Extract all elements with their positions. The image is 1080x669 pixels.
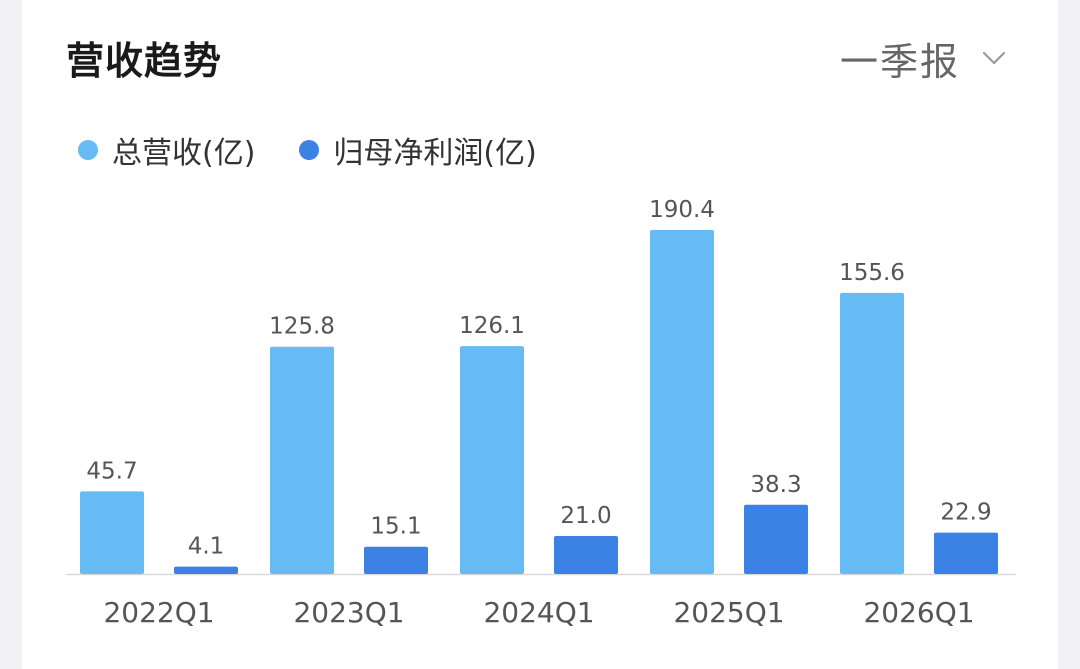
chevron-down-icon: [982, 51, 1006, 65]
bar-net-profit-2026Q1[interactable]: [934, 532, 998, 574]
data-label-net-profit-2023Q1: 15.1: [370, 514, 421, 540]
bar-revenue-2024Q1[interactable]: [460, 346, 524, 574]
x-tick-label: 2026Q1: [863, 596, 974, 629]
data-label-revenue-2026Q1: 155.6: [839, 260, 905, 286]
legend-item-revenue[interactable]: 总营收(亿): [78, 128, 255, 172]
bar-net-profit-2023Q1[interactable]: [364, 546, 428, 574]
data-label-net-profit-2025Q1: 38.3: [750, 472, 801, 498]
period-label: 一季报: [839, 39, 960, 84]
data-label-revenue-2022Q1: 45.7: [86, 458, 137, 484]
x-tick-label: 2022Q1: [103, 596, 214, 629]
x-tick-label: 2023Q1: [293, 596, 404, 629]
legend-dot-revenue: [78, 140, 98, 160]
legend-dot-net-profit: [299, 140, 320, 160]
bar-net-profit-2024Q1[interactable]: [554, 536, 618, 574]
chart-legend: 总营收(亿) 归母净利润(亿): [78, 128, 537, 172]
data-label-net-profit-2024Q1: 21.0: [560, 503, 611, 529]
legend-item-net-profit[interactable]: 归母净利润(亿): [299, 128, 537, 172]
period-selector[interactable]: 一季报: [840, 30, 1006, 86]
x-tick-label: 2024Q1: [483, 596, 594, 629]
bar-net-profit-2022Q1[interactable]: [174, 566, 238, 574]
chart-title: 营收趋势: [66, 39, 223, 83]
legend-label-net-profit: 归母净利润(亿): [333, 136, 537, 171]
data-label-net-profit-2022Q1: 4.1: [188, 534, 225, 560]
data-label-net-profit-2026Q1: 22.9: [940, 500, 991, 526]
bar-net-profit-2025Q1[interactable]: [744, 504, 808, 574]
chart-card: 营收趋势 一季报 总营收(亿) 归母净利润(亿) 45.7 4.1 2022Q1 12…: [22, 0, 1058, 669]
bar-revenue-2026Q1[interactable]: [840, 292, 904, 574]
bar-revenue-2025Q1[interactable]: [650, 230, 714, 574]
bar-chart: 45.7 4.1 2022Q1 125.8 15.1 2023Q1 126.1 21.0 202…: [66, 197, 1016, 629]
legend-label-revenue: 总营收(亿): [112, 136, 256, 171]
bar-revenue-2023Q1[interactable]: [270, 346, 334, 574]
x-tick-label: 2025Q1: [673, 596, 784, 629]
data-label-revenue-2025Q1: 190.4: [649, 197, 715, 223]
data-label-revenue-2023Q1: 125.8: [269, 314, 335, 340]
bar-revenue-2022Q1[interactable]: [80, 491, 144, 574]
data-label-revenue-2024Q1: 126.1: [459, 313, 525, 339]
